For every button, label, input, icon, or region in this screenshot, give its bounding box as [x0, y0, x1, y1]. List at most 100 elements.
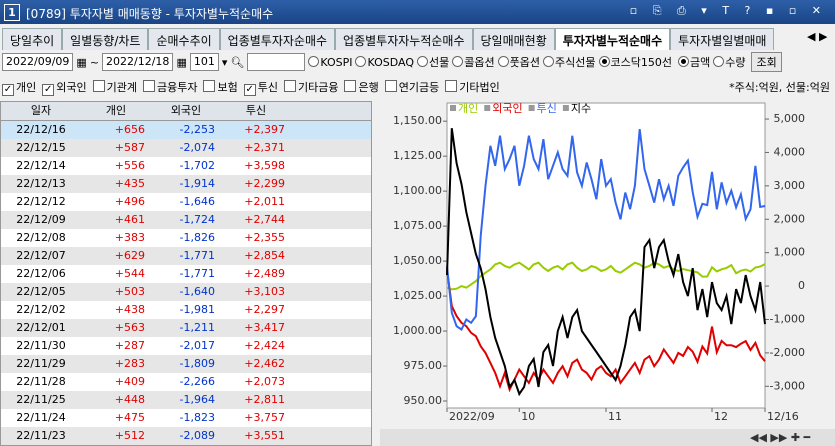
column-header[interactable]: 투신 [245, 104, 267, 117]
window-title: [0789] 투자자별 매매동향 - 투자자별누적순매수 [26, 7, 274, 21]
table-row[interactable]: 22/12/15 +587 -2,074 +2,371 [1, 139, 371, 157]
name-field[interactable] [247, 53, 306, 71]
cell: +383 [114, 231, 145, 244]
radio[interactable] [598, 56, 610, 67]
table-row[interactable]: 22/12/13 +435 -1,914 +2,299 [1, 175, 371, 193]
checkbox-option[interactable]: ✓ 투신 [243, 81, 278, 96]
checkbox-label: 은행 [358, 80, 379, 94]
cell: -1,640 [179, 285, 215, 298]
radio[interactable] [355, 56, 367, 67]
table-row[interactable]: 22/11/30 +287 -2,017 +2,424 [1, 337, 371, 355]
checkbox-option[interactable]: 기관계 [92, 79, 137, 94]
radio-option[interactable]: KOSPI [308, 56, 352, 69]
radio[interactable] [497, 56, 509, 67]
tab[interactable]: 순매수추이 [148, 28, 220, 50]
checkbox[interactable]: ✓ [2, 83, 14, 96]
radio-option[interactable]: 선물 [417, 56, 449, 69]
checkbox[interactable] [203, 79, 216, 92]
checkbox-option[interactable]: 연기금등 [384, 79, 439, 94]
cell: +2,811 [244, 393, 285, 406]
x-tick-label: 11 [608, 410, 622, 423]
checkbox-option[interactable]: 기타법인 [445, 79, 500, 94]
radio-option[interactable]: 풋옵션 [497, 56, 540, 69]
table-row[interactable]: 22/11/29 +283 -1,809 +2,462 [1, 355, 371, 373]
checkbox-option[interactable]: ✓ 개인 [2, 81, 36, 96]
search-icon[interactable]: 🔍︎ [230, 55, 245, 69]
checkbox[interactable] [384, 79, 397, 92]
calendar-icon[interactable]: ▦ [76, 55, 87, 69]
radio-option[interactable]: 코스닥150선 [598, 56, 672, 69]
cell: +2,462 [244, 357, 285, 370]
radio-option[interactable]: 금액 [677, 56, 710, 69]
legend-label: 외국인 [492, 102, 522, 115]
checkbox-option[interactable]: 금융투자 [143, 79, 197, 94]
checkbox[interactable] [92, 79, 105, 92]
cell: -1,809 [179, 357, 215, 370]
calendar-icon[interactable]: ▦ [176, 55, 187, 69]
cell: -1,826 [179, 231, 215, 244]
tab[interactable]: 당일매매현황 [472, 28, 555, 50]
checkbox-option[interactable]: 기타금융 [283, 79, 338, 94]
tab[interactable]: 투자자별누적순매수 [554, 28, 671, 50]
radio[interactable] [417, 56, 429, 67]
tab[interactable]: 업종별투자자누적순매수 [335, 28, 473, 50]
checkbox[interactable] [344, 79, 357, 92]
tick-label: 1,025.00 [393, 289, 442, 302]
tab[interactable]: 당일추이 [2, 28, 63, 50]
radio[interactable] [713, 56, 725, 67]
checkbox[interactable] [283, 79, 296, 92]
x-tick-label: 10 [521, 410, 535, 423]
table-row[interactable]: 22/11/25 +448 -1,964 +2,811 [1, 391, 371, 409]
column-header[interactable]: 개인 [105, 104, 127, 117]
table-row[interactable]: 22/12/05 +503 -1,640 +3,103 [1, 283, 371, 301]
radio-option[interactable]: KOSDAQ [355, 56, 414, 69]
cell: 22/12/05 [16, 285, 66, 298]
tab-scroll[interactable]: ◀ ▶ [807, 30, 828, 43]
table-row[interactable]: 22/11/23 +512 -2,089 +3,551 [1, 427, 371, 445]
tick-label: 3,000 [774, 179, 806, 192]
checkbox-option[interactable]: ✓ 외국인 [42, 81, 87, 96]
table-row[interactable]: 22/12/12 +496 -1,646 +2,011 [1, 193, 371, 211]
table-row[interactable]: 22/11/28 +409 -2,266 +2,073 [1, 373, 371, 391]
start-date[interactable]: 2022/09/09 [2, 53, 74, 71]
checkbox[interactable]: ✓ [42, 83, 55, 96]
table-row[interactable]: 22/11/24 +475 -1,823 +3,757 [1, 409, 371, 427]
tab[interactable]: 투자자별일별매매 [670, 28, 775, 50]
radio[interactable] [677, 56, 689, 67]
table-row[interactable]: 22/12/09 +461 -1,724 +2,744 [1, 211, 371, 229]
checkbox[interactable]: ✓ [243, 83, 256, 96]
series-line [446, 261, 766, 291]
end-date[interactable]: 2022/12/18 [102, 53, 174, 71]
tab[interactable]: 일별동향/차트 [62, 28, 149, 50]
chart-scrollbar[interactable] [380, 429, 835, 446]
tick-label: 1,000.00 [393, 324, 442, 337]
radio-option[interactable]: 주식선물 [543, 56, 596, 69]
cell: -2,266 [179, 375, 215, 388]
checkbox[interactable] [445, 79, 458, 92]
radio-option[interactable]: 수량 [713, 56, 745, 69]
checkbox[interactable] [143, 79, 155, 92]
column-header[interactable]: 일자 [30, 104, 52, 117]
radio[interactable] [308, 56, 320, 67]
cell: 22/12/12 [16, 195, 66, 208]
table-row[interactable]: 22/12/02 +438 -1,981 +2,297 [1, 301, 371, 319]
radio[interactable] [543, 56, 555, 67]
checkbox-option[interactable]: 보험 [203, 79, 238, 94]
column-header[interactable]: 외국인 [170, 104, 202, 117]
table-row[interactable]: 22/12/07 +629 -1,771 +2,854 [1, 247, 371, 265]
window-buttons[interactable]: ▫ ⎘ ⎙ ▾ T ? ▪ ▫ ✕ [629, 4, 827, 17]
search-button[interactable]: 조회 [751, 52, 782, 72]
checkbox-option[interactable]: 은행 [344, 79, 379, 94]
code[interactable]: 101 [189, 53, 219, 71]
dropdown[interactable]: ▾ [221, 55, 228, 69]
table-row[interactable]: 22/12/08 +383 -1,826 +2,355 [1, 229, 371, 247]
radio-option[interactable]: 콜옵션 [452, 56, 495, 69]
table-row[interactable]: 22/12/01 +563 -1,211 +3,417 [1, 319, 371, 337]
table-row[interactable]: 22/12/06 +544 -1,771 +2,489 [1, 265, 371, 283]
tab[interactable]: 업종별투자자순매수 [219, 28, 336, 50]
radio-label: 주식선물 [555, 56, 596, 69]
cell: +2,854 [244, 249, 285, 262]
radio[interactable] [452, 56, 464, 67]
table-row[interactable]: 22/12/14 +556 -1,702 +3,598 [1, 157, 371, 175]
table-row[interactable]: 22/12/16 +656 -2,253 +2,397 [1, 121, 371, 139]
